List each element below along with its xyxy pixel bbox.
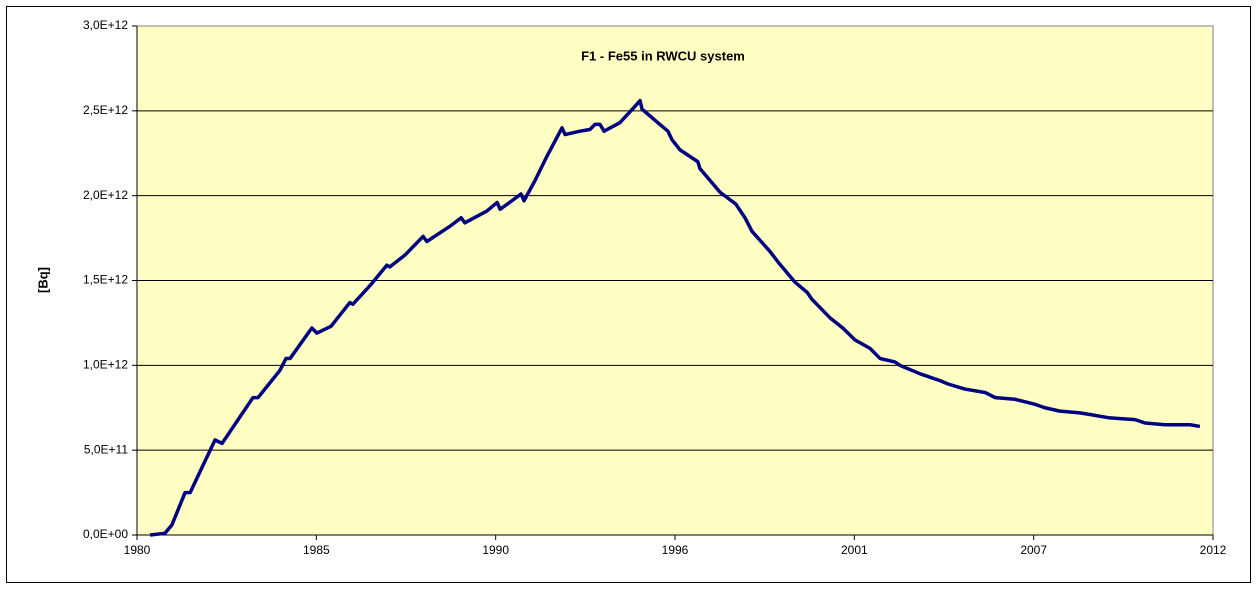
y-tick-label: 0,0E+00 <box>83 527 128 541</box>
data-line <box>149 98 1201 537</box>
x-tick-label: 1996 <box>662 543 689 557</box>
x-tick-label: 1980 <box>124 543 151 557</box>
chart-title: F1 - Fe55 in RWCU system <box>581 48 745 63</box>
x-tick-label: 2007 <box>1020 543 1047 557</box>
y-tick-label: 2,0E+12 <box>83 188 128 202</box>
y-tick-label: 5,0E+11 <box>84 442 128 456</box>
x-tick-label: 2001 <box>841 543 868 557</box>
x-tick-label: 1985 <box>303 543 330 557</box>
y-axis-label: [Bq] <box>35 267 50 293</box>
y-tick-label: 1,0E+12 <box>83 358 128 372</box>
x-tick-label: 2012 <box>1200 543 1227 557</box>
y-tick-label: 1,5E+12 <box>83 273 128 287</box>
x-tick-label: 1990 <box>482 543 509 557</box>
y-tick-label: 3,0E+12 <box>83 18 128 32</box>
y-tick-label: 2,5E+12 <box>83 103 128 117</box>
